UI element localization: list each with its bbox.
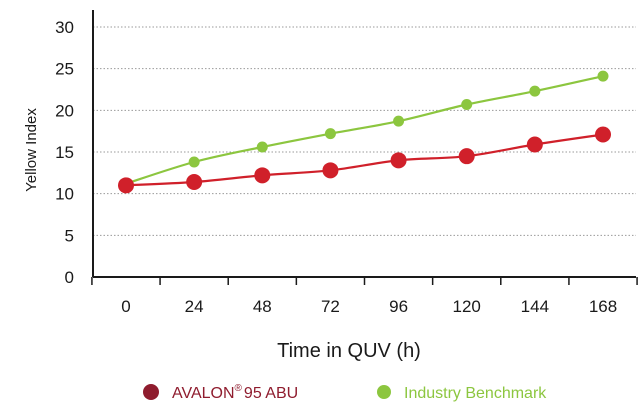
x-tick-label: 48 xyxy=(253,297,272,316)
x-axis-title: Time in QUV (h) xyxy=(277,340,421,362)
y-tick-label: 0 xyxy=(65,268,74,287)
data-point-series-1 xyxy=(597,70,609,82)
data-point-series-0 xyxy=(458,148,475,165)
y-tick-label: 5 xyxy=(65,226,74,245)
data-point-series-0 xyxy=(118,177,134,194)
x-tick-label: 168 xyxy=(589,297,617,316)
data-point-series-0 xyxy=(186,174,203,190)
y-tick-label: 20 xyxy=(55,101,74,120)
axes xyxy=(91,10,638,285)
gridlines xyxy=(93,26,636,236)
data-point-series-0 xyxy=(390,152,407,169)
x-tick-label: 96 xyxy=(389,297,408,316)
data-point-series-0 xyxy=(254,167,271,184)
x-tick-label: 0 xyxy=(121,297,130,316)
y-tick-label: 15 xyxy=(55,143,74,162)
data-point-series-1 xyxy=(529,85,541,97)
y-axis-title: Yellow Index xyxy=(23,108,40,192)
y-tick-label: 25 xyxy=(55,60,74,79)
x-tick-label: 24 xyxy=(185,297,204,316)
legend-label-benchmark: Industry Benchmark xyxy=(404,385,547,402)
y-tick-labels: 0 5 10 15 20 25 30 xyxy=(55,18,74,287)
legend-item-avalon: AVALON® 95 ABU xyxy=(143,383,298,402)
data-point-series-0 xyxy=(322,162,339,179)
data-point-series-1 xyxy=(188,156,200,168)
y-tick-label: 10 xyxy=(55,185,74,204)
legend-label-avalon-sup: ® xyxy=(235,383,243,394)
data-point-series-1 xyxy=(256,141,268,153)
legend: AVALON® 95 ABU Industry Benchmark xyxy=(143,383,547,402)
x-tick-labels: 0 24 48 72 96 120 144 168 xyxy=(121,297,617,316)
legend-item-benchmark: Industry Benchmark xyxy=(377,385,547,402)
legend-label-avalon: AVALON® 95 ABU xyxy=(172,383,298,402)
data-point-series-0 xyxy=(526,136,543,153)
y-tick-label: 30 xyxy=(55,18,74,37)
legend-marker-avalon xyxy=(143,384,159,400)
x-tick-label: 72 xyxy=(321,297,340,316)
data-point-series-0 xyxy=(595,126,611,143)
legend-marker-benchmark xyxy=(377,385,391,399)
legend-label-avalon-rest: 95 ABU xyxy=(244,385,298,402)
series-line-1 xyxy=(125,75,604,185)
x-tick-label: 144 xyxy=(521,297,549,316)
x-tick-label: 120 xyxy=(453,297,481,316)
legend-label-avalon-base: AVALON xyxy=(172,385,235,402)
data-point-series-1 xyxy=(461,99,473,110)
data-point-series-1 xyxy=(324,128,336,140)
series-points xyxy=(118,70,611,194)
data-point-series-1 xyxy=(393,115,405,127)
